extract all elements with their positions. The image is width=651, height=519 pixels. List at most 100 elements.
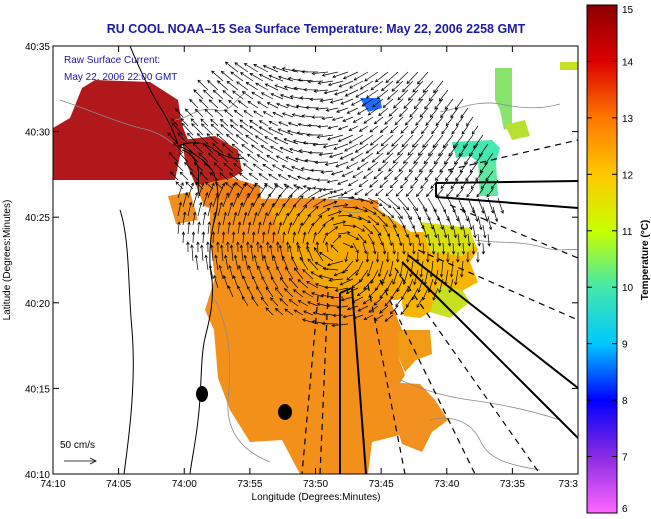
current-vector-arrow — [273, 137, 289, 145]
current-vector-arrow — [182, 191, 189, 208]
current-vector-arrow — [316, 302, 329, 307]
current-vector-arrow — [405, 188, 414, 197]
current-vector-arrow — [171, 122, 184, 136]
current-vector-arrow — [318, 274, 334, 280]
current-vector-arrow — [293, 309, 304, 316]
current-vector-arrow — [331, 116, 344, 122]
current-vector-arrow — [372, 224, 382, 236]
current-vector-arrow — [382, 152, 394, 164]
current-vector-arrow — [317, 124, 329, 129]
current-vector-arrow — [428, 143, 439, 157]
current-vector-arrow — [354, 143, 369, 153]
current-vector-arrow — [267, 221, 272, 235]
current-vector-arrow — [203, 162, 214, 172]
current-vector-arrow — [212, 89, 224, 100]
channel-dashed-line — [319, 291, 329, 474]
current-vector-arrow — [224, 61, 239, 73]
current-vector-arrow — [377, 260, 384, 278]
current-vector-arrow — [400, 179, 409, 189]
current-vector-arrow — [262, 231, 266, 244]
current-vector-arrow — [332, 203, 349, 208]
current-vector-arrow — [227, 285, 234, 298]
current-vector-arrow — [373, 116, 384, 125]
current-vector-arrow — [181, 122, 194, 136]
current-vector-arrow — [321, 321, 339, 326]
current-vector-arrow — [253, 110, 264, 118]
channel-lines — [301, 139, 578, 474]
current-vector-arrow — [278, 121, 289, 127]
current-vector-arrow — [292, 139, 309, 145]
current-vector-arrow — [177, 182, 184, 199]
coastline-inland — [119, 209, 134, 474]
current-vector-arrow — [397, 197, 410, 211]
current-vector-arrow — [318, 252, 334, 262]
x-tick-label: 73:3 — [559, 479, 579, 490]
current-vector-arrow — [218, 99, 229, 109]
current-vector-arrow — [419, 161, 429, 173]
current-vector-arrow — [239, 124, 254, 136]
current-vector-arrow — [367, 215, 380, 226]
current-vector-arrow — [248, 172, 259, 181]
current-vector-arrow — [246, 285, 254, 298]
current-vector-arrow — [227, 182, 236, 199]
channel-solid-line — [401, 261, 578, 439]
current-vector-arrow — [472, 206, 479, 222]
current-vector-arrow — [466, 116, 474, 127]
current-vector-arrow — [347, 215, 363, 221]
current-vector-arrow — [364, 188, 374, 196]
current-vector-arrow — [345, 161, 359, 169]
current-vector-arrow — [282, 212, 289, 226]
current-vector-arrow — [202, 211, 207, 226]
current-vector-arrow — [322, 187, 334, 192]
current-vector-arrow — [200, 123, 214, 136]
current-vector-arrow — [187, 201, 193, 217]
current-vector-arrow — [344, 143, 359, 152]
current-vector-arrow — [367, 107, 379, 116]
current-vector-arrow — [197, 201, 203, 217]
current-vector-arrow — [277, 128, 294, 136]
current-vector-arrow — [276, 102, 289, 109]
current-vector-arrow — [475, 170, 484, 182]
current-vector-arrow — [186, 241, 190, 253]
current-vector-arrow — [342, 314, 354, 319]
current-vector-arrow — [237, 100, 249, 109]
current-vector-arrow — [262, 64, 279, 73]
current-vector-arrow — [379, 305, 389, 314]
current-vector-arrow — [414, 170, 424, 181]
current-vector-arrow — [373, 170, 384, 180]
current-vector-arrow — [196, 241, 200, 253]
current-vector-arrow — [277, 221, 283, 235]
current-vector-arrow — [284, 308, 294, 316]
current-vector-arrow — [436, 251, 440, 263]
current-vector-arrow — [285, 103, 299, 109]
current-vector-arrow — [386, 143, 399, 156]
current-vector-arrow — [251, 91, 264, 100]
current-vector-arrow — [222, 211, 227, 226]
current-vector-arrow — [306, 281, 319, 289]
current-vector-arrow — [410, 179, 419, 189]
x-tick-label: 73:35 — [500, 479, 525, 490]
current-vector-arrow — [227, 201, 234, 217]
current-vector-arrow — [382, 206, 395, 219]
current-vector-arrow — [422, 80, 434, 93]
current-vector-arrow — [312, 198, 327, 208]
channel-solid-line — [407, 254, 578, 389]
current-vector-arrow — [322, 232, 328, 244]
current-vector-arrow — [367, 197, 383, 206]
current-vector-arrow — [177, 201, 183, 217]
current-vector-arrow — [328, 152, 344, 158]
current-vector-arrow — [322, 217, 335, 226]
current-vector-arrow — [272, 111, 284, 118]
current-vector-arrow — [343, 188, 354, 195]
current-vector-arrow — [251, 231, 256, 244]
current-vector-arrow — [330, 170, 344, 176]
current-vector-arrow — [397, 233, 403, 247]
current-vector-arrow — [427, 233, 432, 247]
current-vector-arrow — [471, 125, 479, 135]
current-vector-arrow — [258, 126, 274, 136]
current-vector-arrow — [292, 231, 297, 244]
current-vector-arrow — [228, 264, 234, 280]
current-vector-arrow — [232, 192, 240, 208]
current-vector-arrow — [208, 99, 219, 109]
current-vector-arrow — [246, 241, 250, 253]
